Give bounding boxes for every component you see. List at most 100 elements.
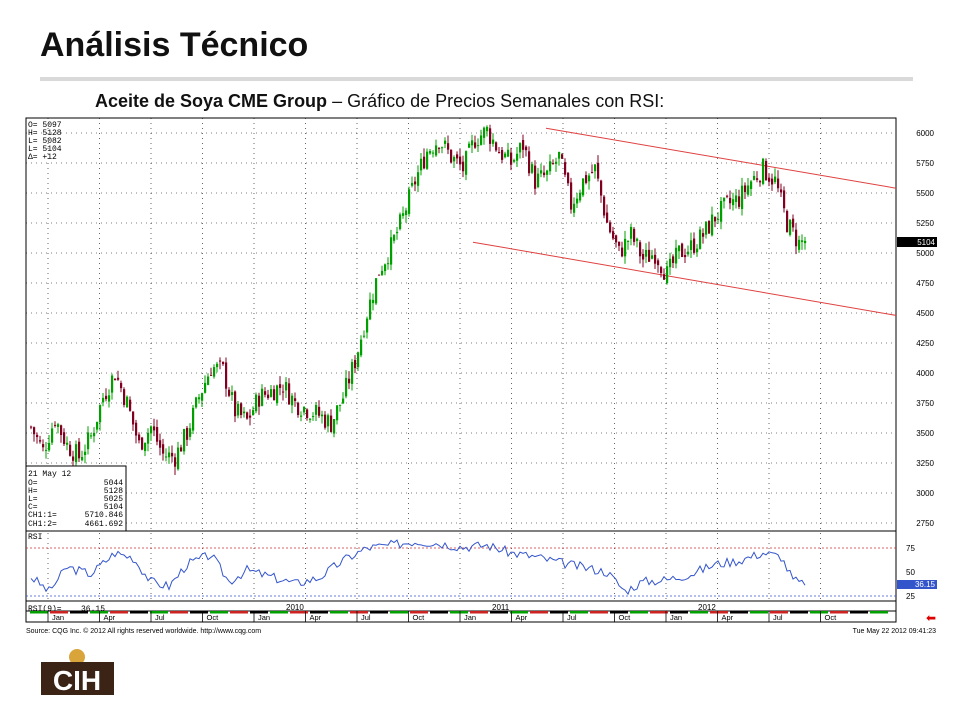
candle-body <box>177 447 180 470</box>
info-label: L= <box>28 495 38 504</box>
rsi-tag <box>897 580 937 589</box>
candle-body <box>633 228 636 242</box>
month-label: Jan <box>464 613 476 622</box>
candle-body <box>54 424 57 426</box>
candle-body <box>495 142 498 151</box>
candle-body <box>213 367 216 377</box>
y-tick-label: 5750 <box>916 159 934 168</box>
candle-body <box>516 153 519 161</box>
candle-body <box>354 359 357 369</box>
candle-body <box>537 173 540 188</box>
candle-body <box>183 429 186 452</box>
month-label: Oct <box>619 613 632 622</box>
candle-body <box>141 437 144 450</box>
grid <box>26 118 896 601</box>
candle-body <box>363 335 366 337</box>
candle-body <box>618 241 621 246</box>
candle-body <box>759 181 762 183</box>
candle-body <box>558 151 561 159</box>
scroll-left-arrow-icon[interactable]: ⬅ <box>926 611 936 625</box>
candle-body <box>51 428 54 443</box>
candle-body <box>138 434 141 441</box>
top-stat-line: H= 5128 <box>28 129 62 138</box>
candle-body <box>762 158 765 184</box>
candle-body <box>60 425 63 436</box>
month-label: Jul <box>773 613 783 622</box>
candle-body <box>189 428 192 437</box>
candle-body <box>693 238 696 253</box>
candle-body <box>366 318 369 333</box>
date-segment <box>470 611 488 614</box>
candle-body <box>339 404 342 406</box>
candle-body <box>486 126 489 132</box>
candlestick-series <box>30 124 807 476</box>
candle-body <box>597 162 600 179</box>
candle-body <box>210 374 213 376</box>
candle-body <box>711 214 714 236</box>
candle-body <box>783 190 786 209</box>
date-segment <box>610 611 628 614</box>
source-note: Source: CQG Inc. © 2012 All rights reser… <box>26 627 261 635</box>
candle-body <box>702 233 705 237</box>
top-stat-line: O= 5097 <box>28 121 62 130</box>
candle-body <box>324 414 327 428</box>
info-box-text: 21 May 12 O= 5044 H= 5128 L= 5025 C= 510… <box>28 470 123 529</box>
candle-body <box>144 442 147 452</box>
candle-body <box>75 444 78 463</box>
info-box <box>25 465 127 532</box>
chart-frame <box>25 117 897 612</box>
candle-body <box>240 403 243 415</box>
candle-body <box>129 399 132 411</box>
date-segment <box>310 611 328 614</box>
date-segment <box>190 611 208 614</box>
candle-body <box>321 414 324 417</box>
candle-body <box>651 255 654 259</box>
candle-body <box>576 198 579 204</box>
rsi-tick-label: 50 <box>906 568 915 577</box>
candle-body <box>561 154 564 159</box>
candle-body <box>327 415 330 427</box>
candle-body <box>306 409 309 419</box>
candle-body <box>531 164 534 173</box>
candle-body <box>117 377 120 380</box>
candle-body <box>729 197 732 204</box>
candle-body <box>156 427 159 442</box>
candle-body <box>342 398 345 404</box>
candle-body <box>81 456 84 461</box>
y-tick-label: 3750 <box>916 399 934 408</box>
candle-body <box>669 258 672 268</box>
date-segment <box>450 611 468 614</box>
page-title: Análisis Técnico <box>40 26 309 64</box>
candle-body <box>603 196 606 216</box>
y-tick-label: 3250 <box>916 459 934 468</box>
y-tick-label: 5500 <box>916 189 934 198</box>
candle-body <box>513 160 516 162</box>
candle-body <box>33 427 36 435</box>
candle-body <box>225 362 228 389</box>
top-stat-line: L= 5082 <box>28 137 62 146</box>
info-label: O= <box>28 479 38 488</box>
candle-body <box>219 360 222 362</box>
candle-body <box>120 382 123 389</box>
date-segment <box>850 611 868 614</box>
date-segment <box>650 611 668 614</box>
candle-body <box>72 456 75 461</box>
candle-body <box>456 154 459 159</box>
date-segment <box>170 611 188 614</box>
date-segment <box>530 611 548 614</box>
date-segment <box>570 611 588 614</box>
candle-body <box>606 212 609 223</box>
candle-body <box>69 444 72 456</box>
date-segment <box>50 611 68 614</box>
rsi-tag-value: 36.15 <box>915 580 936 589</box>
date-segment <box>230 611 248 614</box>
candle-body <box>357 352 360 368</box>
month-label: Jul <box>361 613 371 622</box>
candle-body <box>171 452 174 457</box>
month-label: Jul <box>155 613 165 622</box>
date-segment <box>810 611 828 614</box>
candle-body <box>765 161 768 181</box>
candle-body <box>582 178 585 196</box>
candle-body <box>438 147 441 149</box>
candle-body <box>480 135 483 145</box>
